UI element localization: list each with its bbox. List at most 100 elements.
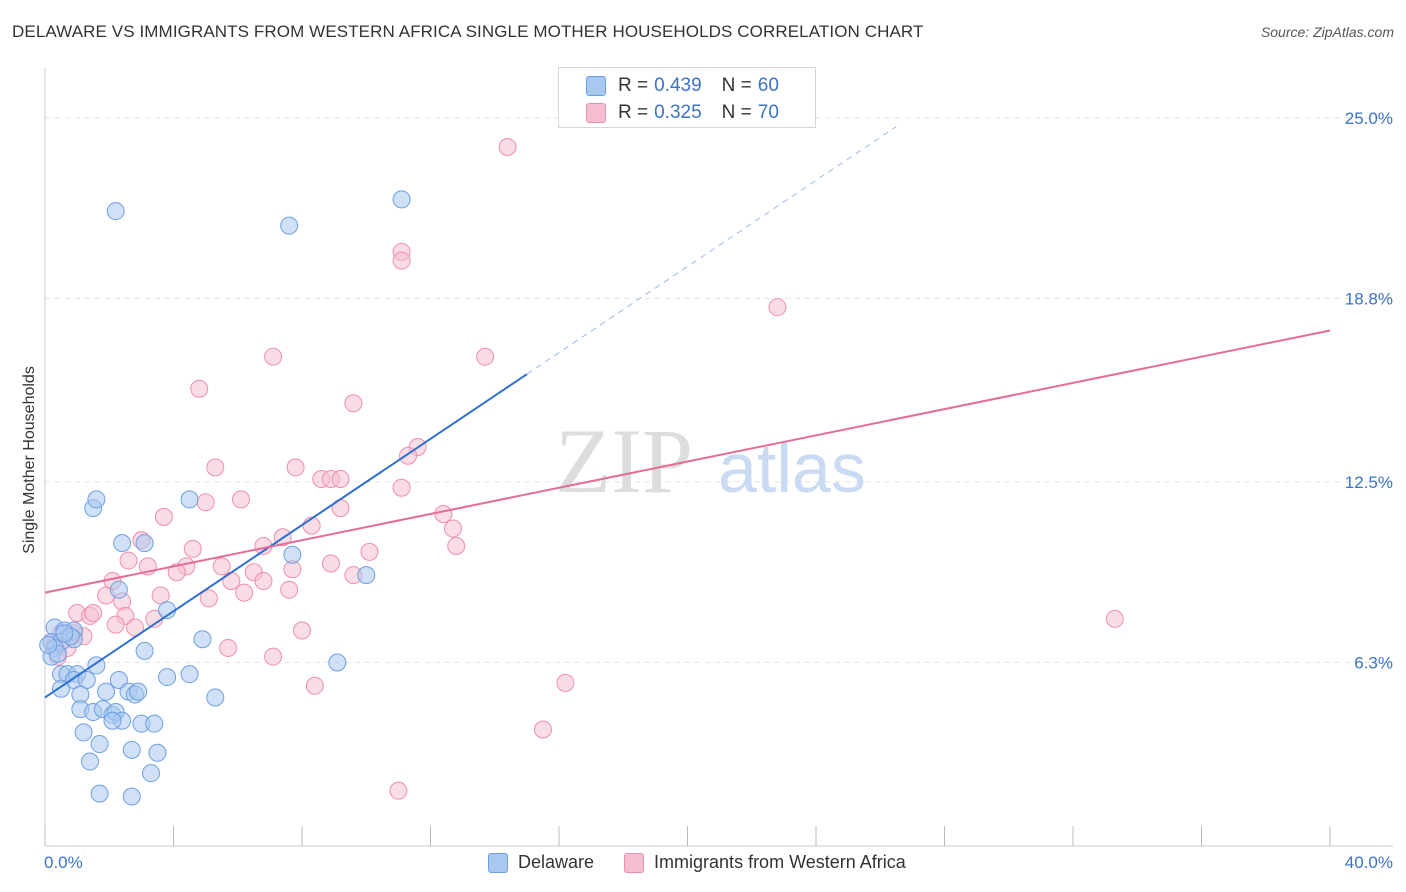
trend-lines xyxy=(44,126,1331,699)
data-point-immigrants xyxy=(206,458,225,477)
trend-line-immigrants xyxy=(44,329,1331,594)
series-immigrants-points xyxy=(42,137,1124,800)
data-point-delaware xyxy=(122,787,141,806)
series-legend: Delaware Immigrants from Western Africa xyxy=(488,852,936,873)
n-value: 60 xyxy=(757,75,779,96)
data-point-immigrants xyxy=(389,781,408,800)
data-point-delaware xyxy=(90,735,109,754)
data-point-delaware xyxy=(135,641,154,660)
data-point-delaware xyxy=(97,682,116,701)
data-point-immigrants xyxy=(768,298,787,317)
y-tick-labels: 6.3% 12.5% 18.8% 25.0% xyxy=(1345,109,1393,673)
trend-line-delaware-extension xyxy=(526,126,897,375)
legend-swatch-blue xyxy=(488,852,508,873)
data-point-immigrants xyxy=(392,251,411,270)
data-point-immigrants xyxy=(154,507,173,526)
grid-lines xyxy=(45,117,1393,664)
series-delaware-points xyxy=(39,190,411,806)
source-label: Source: ZipAtlas.com xyxy=(1260,24,1394,40)
y-tick-label: 18.8% xyxy=(1345,289,1393,308)
data-point-delaware xyxy=(142,764,161,783)
data-point-immigrants xyxy=(293,621,311,640)
x-tick-label-min: 0.0% xyxy=(44,853,83,872)
data-point-immigrants xyxy=(196,493,215,512)
y-tick-label: 25.0% xyxy=(1345,109,1393,128)
data-point-immigrants xyxy=(331,470,350,489)
data-point-immigrants xyxy=(231,490,250,509)
data-point-delaware xyxy=(280,216,299,235)
data-point-delaware xyxy=(106,202,125,221)
r-label: R = xyxy=(618,75,649,96)
data-point-delaware xyxy=(357,566,376,585)
stats-row-immigrants: R = 0.325 N = 70 xyxy=(586,102,779,124)
data-point-immigrants xyxy=(392,478,411,497)
data-point-immigrants xyxy=(476,347,495,366)
data-point-immigrants xyxy=(556,673,575,692)
stats-row-delaware: R = 0.439 N = 60 xyxy=(586,75,779,97)
data-point-immigrants xyxy=(167,563,186,582)
y-tick-label: 12.5% xyxy=(1345,473,1393,492)
n-label: N = xyxy=(721,102,752,123)
x-tick-label-max: 40.0% xyxy=(1344,853,1393,872)
y-axis-label: Single Mother Households xyxy=(21,366,38,554)
data-point-immigrants xyxy=(183,539,202,558)
legend-item-delaware[interactable]: Delaware xyxy=(488,852,594,873)
data-point-immigrants xyxy=(344,394,363,413)
data-point-immigrants xyxy=(84,603,103,622)
legend-swatch-pink xyxy=(624,852,645,873)
data-point-immigrants xyxy=(264,647,283,666)
axes xyxy=(44,68,1393,847)
stats-legend: R = 0.439 N = 60 R = 0.325 N = 70 xyxy=(558,67,816,128)
data-point-delaware xyxy=(87,490,106,509)
data-point-immigrants xyxy=(447,537,466,556)
data-point-delaware xyxy=(39,636,58,655)
r-value: 0.439 xyxy=(654,75,702,96)
data-point-delaware xyxy=(122,740,141,759)
data-point-delaware xyxy=(135,534,154,553)
data-point-delaware xyxy=(180,665,199,684)
data-point-immigrants xyxy=(280,580,299,599)
data-point-immigrants xyxy=(1105,609,1124,628)
legend-label: Immigrants from Western Africa xyxy=(654,852,906,872)
data-point-immigrants xyxy=(199,589,218,608)
data-point-delaware xyxy=(103,711,122,730)
data-point-immigrants xyxy=(264,347,283,366)
data-point-immigrants xyxy=(498,137,517,156)
legend-item-immigrants[interactable]: Immigrants from Western Africa xyxy=(624,852,906,873)
data-point-delaware xyxy=(328,653,347,672)
data-point-delaware xyxy=(158,668,177,687)
data-point-immigrants xyxy=(443,519,462,538)
data-point-immigrants xyxy=(434,504,453,523)
data-point-delaware xyxy=(55,624,74,643)
data-point-delaware xyxy=(145,714,164,733)
data-point-delaware xyxy=(180,490,199,509)
data-point-delaware xyxy=(109,580,128,599)
data-point-delaware xyxy=(113,534,132,553)
data-point-delaware xyxy=(283,545,302,564)
data-point-delaware xyxy=(74,723,93,742)
data-point-delaware xyxy=(392,190,411,209)
data-point-immigrants xyxy=(106,615,125,634)
watermark-zip: ZIP xyxy=(555,410,693,512)
data-point-delaware xyxy=(90,784,109,803)
data-point-immigrants xyxy=(360,542,379,561)
data-point-delaware xyxy=(206,688,225,707)
data-point-delaware xyxy=(129,682,148,701)
trend-line-delaware xyxy=(44,373,528,699)
chart-title: DELAWARE VS IMMIGRANTS FROM WESTERN AFRI… xyxy=(12,22,924,41)
watermark-atlas: atlas xyxy=(718,429,866,507)
data-point-delaware xyxy=(80,752,99,771)
legend-swatch-blue xyxy=(586,76,606,96)
y-tick-label: 6.3% xyxy=(1354,654,1393,673)
data-point-immigrants xyxy=(119,551,138,570)
data-point-immigrants xyxy=(190,379,209,398)
data-point-immigrants xyxy=(533,720,552,739)
n-value: 70 xyxy=(757,102,779,123)
data-point-immigrants xyxy=(212,557,231,576)
data-point-delaware xyxy=(193,630,212,649)
legend-swatch-pink xyxy=(586,103,606,123)
data-point-immigrants xyxy=(286,458,305,477)
n-label: N = xyxy=(721,75,752,96)
data-point-immigrants xyxy=(235,583,254,602)
